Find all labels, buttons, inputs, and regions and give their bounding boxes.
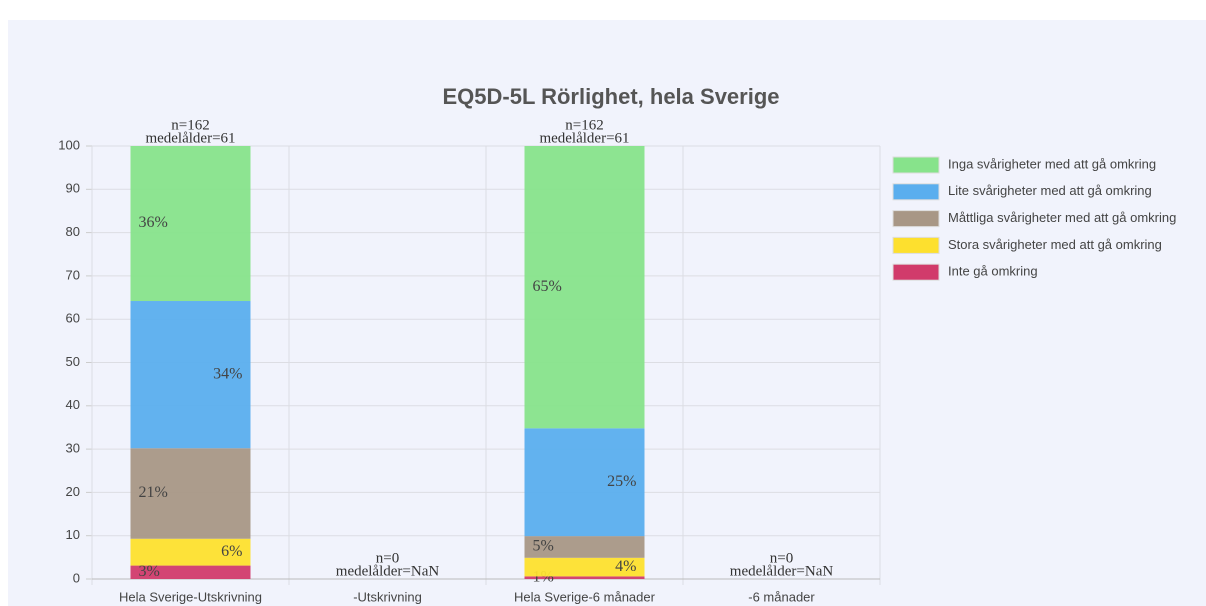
legend-swatch [892, 210, 940, 228]
data-label: 4% [615, 558, 636, 575]
x-tick-label: Hela Sverige-Utskrivning [119, 589, 262, 604]
legend-swatch [892, 183, 940, 201]
bar-annotation: n=162 [565, 117, 603, 133]
chart-title: EQ5D-5L Rörlighet, hela Sverige [442, 84, 779, 109]
y-tick-label: 50 [66, 354, 80, 369]
data-label: 25% [607, 473, 636, 490]
bar-annotation: medelålder=61 [145, 130, 235, 146]
y-tick-label: 100 [58, 137, 80, 152]
data-label: 34% [213, 365, 242, 382]
y-tick-label: 40 [66, 397, 80, 412]
y-tick-label: 80 [66, 224, 80, 239]
data-label: 5% [533, 538, 554, 555]
y-tick-label: 10 [66, 527, 80, 542]
y-tick-label: 20 [66, 484, 80, 499]
x-tick-label: -6 månader [748, 589, 815, 604]
bar-segment [524, 576, 645, 579]
x-tick-label: -Utskrivning [353, 589, 422, 604]
data-label: 21% [139, 484, 168, 501]
y-tick-label: 0 [73, 570, 80, 585]
bar-segment [524, 428, 645, 537]
legend-label: Måttliga svårigheter med att gå omkring [948, 210, 1176, 225]
legend-label: Stora svårigheter med att gå omkring [948, 237, 1162, 252]
y-tick-label: 30 [66, 441, 80, 456]
bar-segment [130, 565, 251, 579]
bar-annotation: medelålder=61 [539, 130, 629, 146]
bar-segment [130, 146, 251, 302]
data-label: 65% [533, 278, 562, 295]
bar-annotation: n=0 [770, 550, 793, 566]
bar-segment [130, 448, 251, 539]
legend-swatch [892, 156, 940, 174]
bar-segment [130, 538, 251, 566]
bar-segment [524, 536, 645, 558]
x-tick-label: Hela Sverige-6 månader [514, 589, 656, 604]
data-label: 36% [139, 214, 168, 231]
bar-annotation: medelålder=NaN [730, 563, 834, 579]
data-label: 3% [139, 563, 160, 580]
legend-label: Lite svårigheter med att gå omkring [948, 183, 1152, 198]
bar-annotation: n=162 [171, 117, 209, 133]
y-tick-label: 60 [66, 311, 80, 326]
bar-segment [524, 557, 645, 577]
y-tick-label: 70 [66, 267, 80, 282]
bar-segment [524, 146, 645, 429]
legend-swatch [892, 263, 940, 281]
bar-segment [130, 301, 251, 449]
legend-swatch [892, 236, 940, 254]
y-tick-label: 90 [66, 181, 80, 196]
legend-label: Inte gå omkring [948, 264, 1038, 279]
legend-label: Inga svårigheter med att gå omkring [948, 156, 1156, 171]
bar-annotation: n=0 [376, 550, 399, 566]
bar-annotation: medelålder=NaN [336, 563, 440, 579]
data-label: 6% [221, 543, 242, 560]
